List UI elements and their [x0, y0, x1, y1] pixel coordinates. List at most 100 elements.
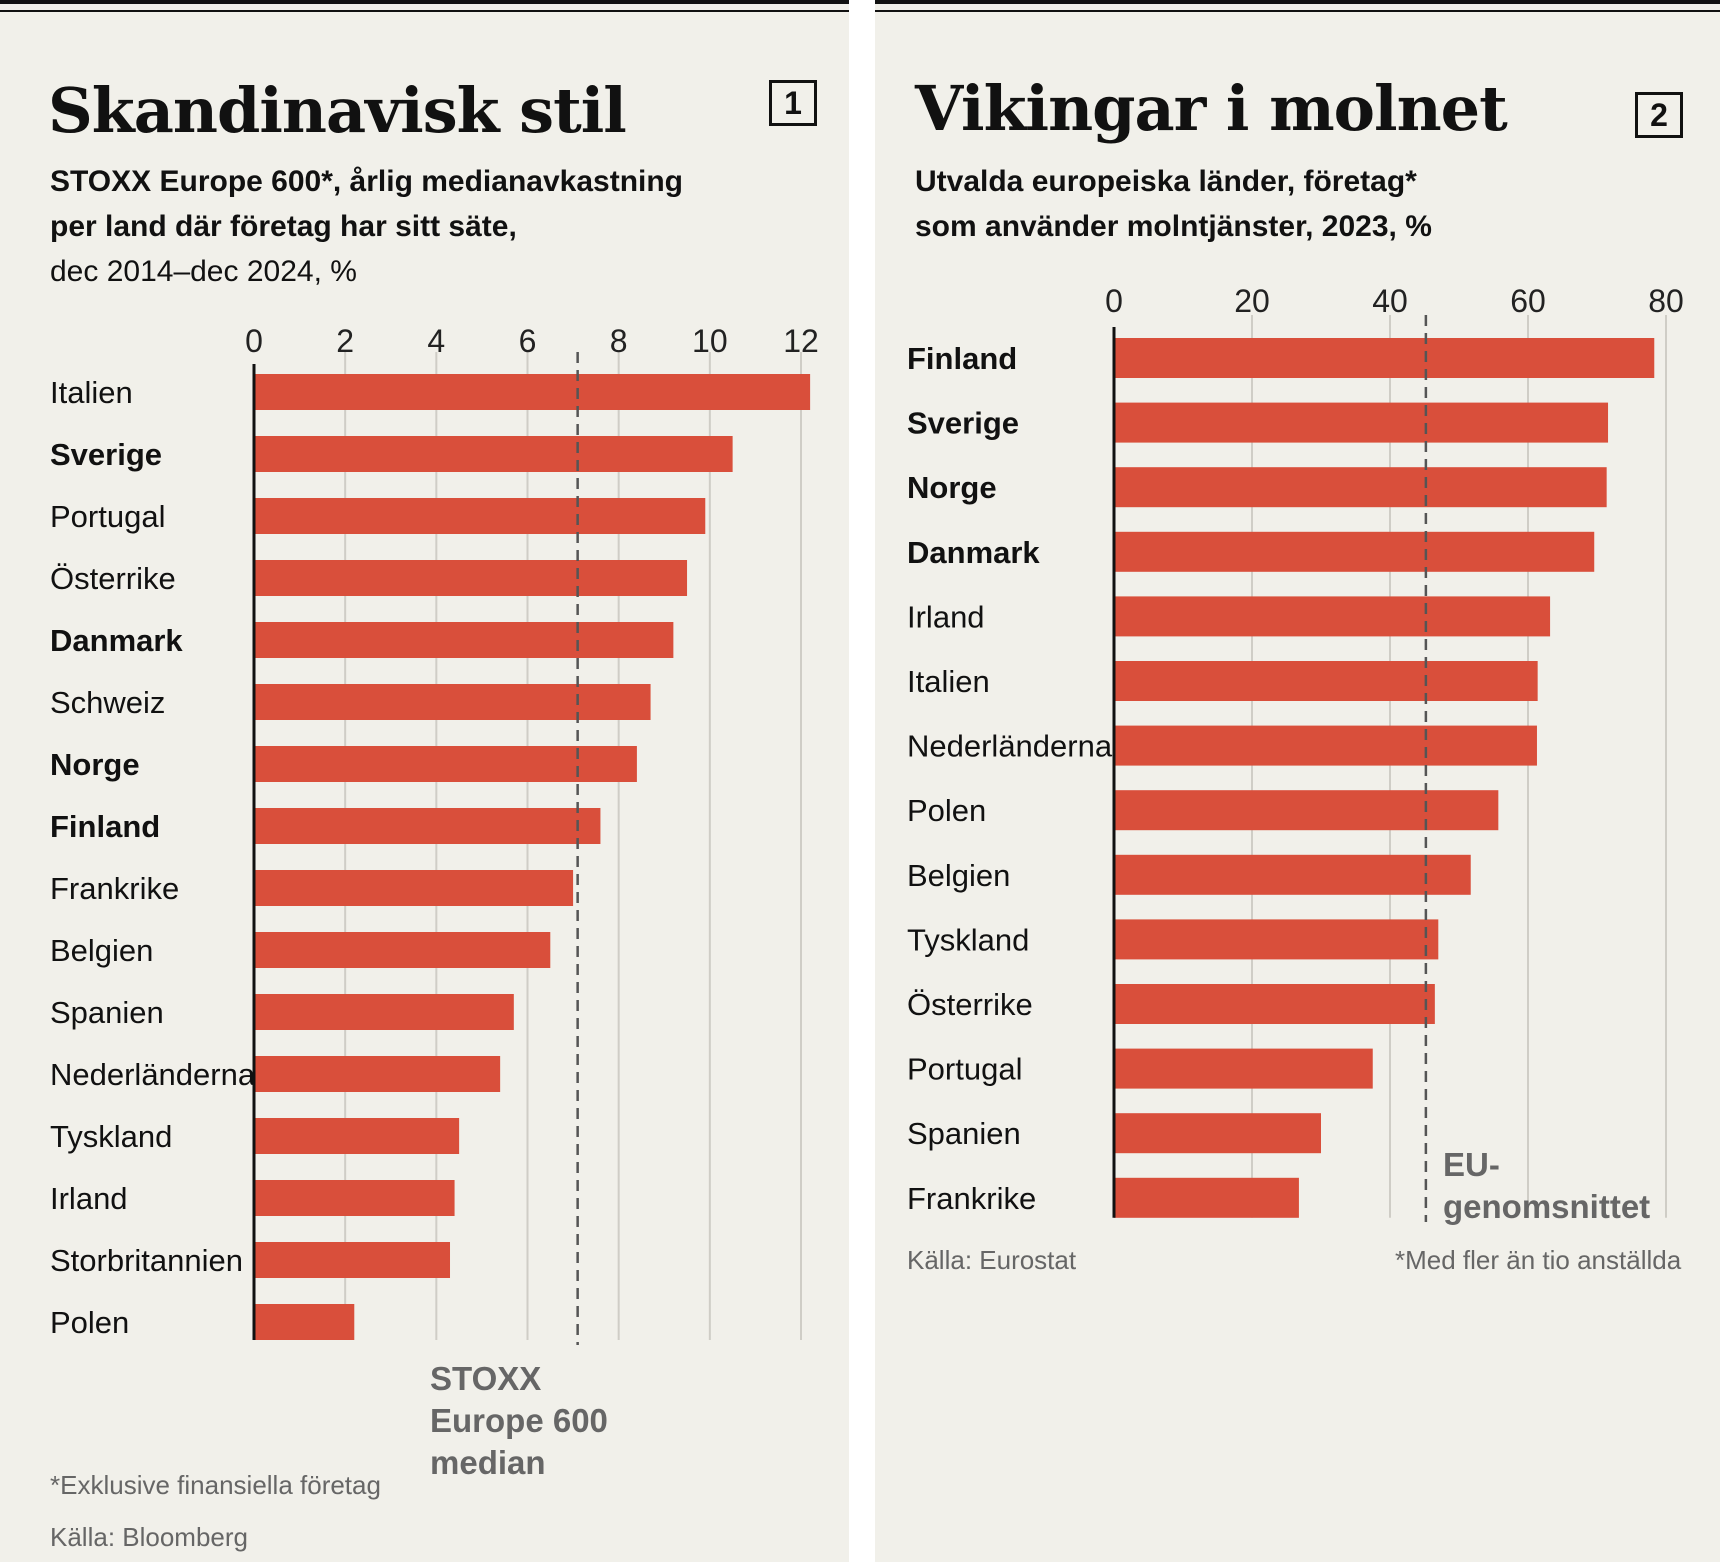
category-label: Portugal: [907, 1052, 1022, 1087]
chart-subtitle: Utvalda europeiska länder, företag* som …: [915, 159, 1432, 249]
bar: [1114, 1048, 1373, 1089]
source-note: Källa: Eurostat: [907, 1245, 1077, 1275]
category-label: Österrike: [50, 561, 176, 596]
category-label: Spanien: [907, 1116, 1021, 1151]
bar: [1114, 1113, 1321, 1154]
category-label: Tyskland: [50, 1119, 172, 1154]
x-tick-label: 80: [1648, 283, 1684, 319]
bar: [254, 560, 688, 596]
category-label: Schweiz: [50, 685, 165, 720]
bar: [254, 374, 811, 410]
category-label: Storbritannien: [50, 1243, 243, 1278]
reference-line-label: EU- genomsnittet: [1443, 1144, 1650, 1228]
bar: [254, 994, 514, 1030]
subtitle-line-1: STOXX Europe 600*, årlig medianavkastnin…: [50, 165, 684, 198]
footnote: *Med fler än tio anställda: [1395, 1245, 1682, 1275]
bar: [254, 1056, 501, 1092]
bar-chart-2: 0 20 40 60 80 Finland Sverige Norge Danmark Irlan…: [907, 283, 1684, 1222]
x-tick-label: 4: [427, 323, 445, 359]
category-label: Tyskland: [907, 922, 1029, 957]
bar: [1114, 919, 1439, 960]
bar: [254, 498, 706, 534]
subtitle-line-3: dec 2014–dec 2024, %: [50, 255, 357, 288]
category-label: Belgien: [907, 858, 1010, 893]
bar: [254, 808, 601, 844]
subtitle-line-1: Utvalda europeiska länder, företag*: [915, 165, 1417, 198]
category-label: Norge: [50, 747, 140, 782]
category-label: Irland: [907, 599, 985, 634]
source-note: Källa: Bloomberg: [50, 1522, 248, 1552]
bar: [1114, 467, 1607, 508]
bar: [254, 622, 674, 658]
category-label: Norge: [907, 470, 997, 505]
chart-panel-1: Skandinavisk stil 1 STOXX Europe 600*, å…: [0, 0, 849, 1562]
bar: [1114, 854, 1471, 895]
bar: [1114, 402, 1609, 443]
x-tick-label: 0: [1105, 283, 1123, 319]
subtitle-line-2: per land där företag har sitt säte,: [50, 210, 517, 243]
category-label: Frankrike: [907, 1181, 1036, 1216]
bar: [1114, 984, 1435, 1024]
x-tick-label: 0: [245, 323, 263, 359]
chart-title: Skandinavisk stil: [48, 74, 627, 147]
x-tick-label: 10: [692, 323, 728, 359]
bar-chart-1: 0 2 4 6 8 10 12 Italien Sverige Portugal Österrike…: [50, 323, 819, 1345]
x-tick-label: 60: [1510, 283, 1546, 319]
x-tick-label: 6: [519, 323, 537, 359]
category-label: Irland: [50, 1181, 128, 1216]
category-label: Portugal: [50, 499, 165, 534]
category-label: Italien: [907, 664, 990, 699]
bar: [1114, 596, 1551, 637]
bar: [254, 870, 574, 906]
category-label: Sverige: [907, 406, 1019, 441]
category-label: Finland: [50, 809, 160, 844]
reference-label-line-1: STOXX: [430, 1360, 542, 1397]
reference-line-label: STOXX Europe 600 median: [430, 1358, 608, 1484]
bar: [254, 932, 551, 968]
category-label: Danmark: [50, 623, 183, 658]
x-tick-label: 40: [1372, 283, 1408, 319]
bar: [1114, 531, 1595, 572]
reference-label-line-3: median: [430, 1444, 546, 1481]
x-tick-label: 2: [336, 323, 354, 359]
category-label: Frankrike: [50, 871, 179, 906]
chart-number-badge: 2: [1635, 92, 1683, 138]
bar: [254, 684, 651, 720]
top-rule: [875, 0, 1720, 12]
category-label: Nederländerna: [907, 729, 1113, 764]
category-label: Sverige: [50, 437, 162, 472]
bar: [1114, 790, 1499, 831]
chart-number-badge: 1: [769, 80, 817, 126]
bar: [1114, 338, 1655, 378]
category-label: Österrike: [907, 987, 1033, 1022]
reference-label-line-2: genomsnittet: [1443, 1188, 1651, 1225]
reference-label-line-2: Europe 600: [430, 1402, 608, 1439]
bar: [1114, 725, 1537, 766]
x-tick-label: 20: [1234, 283, 1270, 319]
chart-panel-2: Vikingar i molnet 2 Utvalda europeiska l…: [875, 0, 1720, 1562]
bar: [254, 746, 637, 782]
category-label: Finland: [907, 341, 1017, 376]
reference-label-line-1: EU-: [1443, 1146, 1500, 1183]
chart-title: Vikingar i molnet: [915, 72, 1508, 145]
category-label: Danmark: [907, 535, 1040, 570]
bar: [254, 1118, 460, 1154]
x-tick-label: 8: [610, 323, 628, 359]
bar: [254, 436, 733, 472]
category-label: Polen: [50, 1305, 129, 1340]
chart-subtitle: STOXX Europe 600*, årlig medianavkastnin…: [50, 159, 683, 294]
x-tick-label: 12: [783, 323, 819, 359]
category-label: Belgien: [50, 933, 153, 968]
category-label: Italien: [50, 375, 133, 410]
category-label: Polen: [907, 793, 986, 828]
top-rule: [0, 0, 849, 12]
bar: [254, 1180, 455, 1216]
footnote: *Exklusive finansiella företag: [50, 1470, 381, 1500]
bar: [1114, 1177, 1299, 1218]
category-label: Nederländerna: [50, 1057, 256, 1092]
bar: [254, 1242, 451, 1278]
category-label: Spanien: [50, 995, 164, 1030]
bar: [254, 1304, 355, 1340]
bar: [1114, 661, 1538, 701]
subtitle-line-2: som använder molntjänster, 2023, %: [915, 210, 1432, 243]
